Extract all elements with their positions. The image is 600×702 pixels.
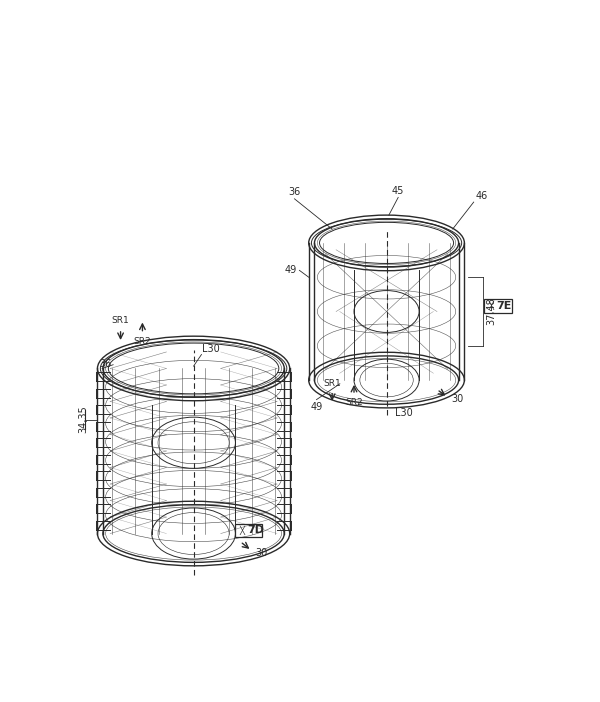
Text: 7E: 7E [496, 300, 511, 311]
Text: 46: 46 [476, 191, 488, 201]
Text: 49: 49 [310, 402, 323, 412]
Text: SR1: SR1 [112, 316, 130, 325]
Text: ╳: ╳ [488, 301, 493, 310]
Text: 30: 30 [452, 394, 464, 404]
Text: 45: 45 [392, 185, 404, 196]
Text: 30: 30 [256, 548, 268, 557]
Text: L30: L30 [395, 408, 413, 418]
Text: 36: 36 [289, 187, 301, 197]
Text: 36: 36 [99, 359, 111, 369]
Text: ╳: ╳ [239, 526, 244, 535]
Text: 37,48: 37,48 [487, 298, 497, 325]
Text: 7D: 7D [248, 525, 265, 536]
Text: 49: 49 [285, 265, 297, 275]
Text: SR2: SR2 [134, 337, 151, 346]
Text: L30: L30 [202, 343, 220, 354]
Text: 34,35: 34,35 [79, 406, 89, 433]
Text: SR2: SR2 [345, 398, 363, 407]
Text: SR1: SR1 [323, 378, 341, 388]
